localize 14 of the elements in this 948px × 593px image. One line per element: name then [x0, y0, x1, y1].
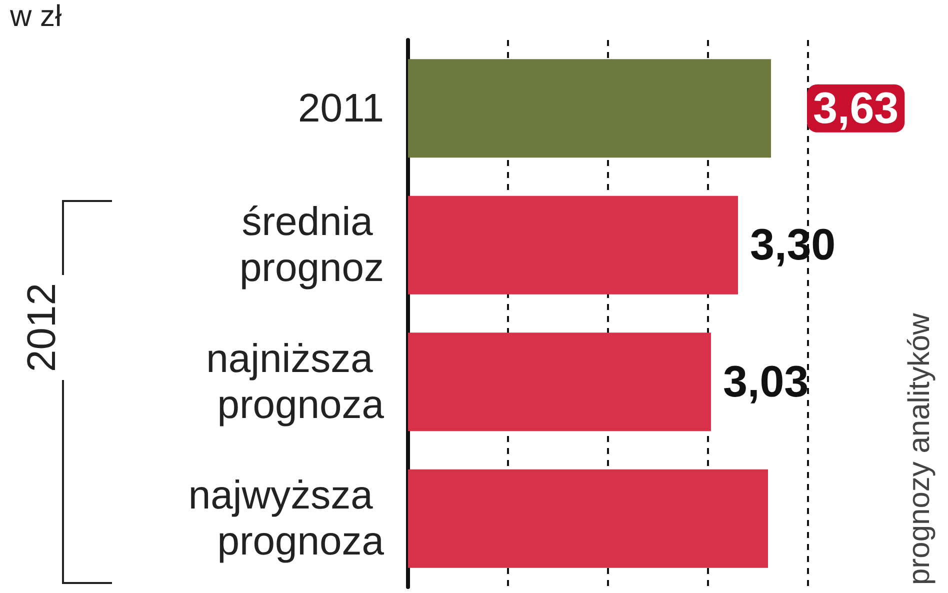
y-tick-label: najniższa prognoza — [206, 336, 385, 427]
y-tick-label: 2011 — [298, 86, 384, 130]
text: prognozy analityków — [903, 313, 937, 585]
y-tick-label: najwyższa prognoza — [188, 474, 385, 564]
bar — [408, 332, 711, 432]
bar — [408, 469, 768, 568]
y-tick-label: średnia prognoz — [239, 200, 384, 290]
data-label: 3,63 — [813, 84, 899, 133]
text: w zł — [10, 0, 62, 34]
bar — [408, 196, 738, 294]
data-label: 3,30 — [750, 220, 836, 270]
data-label: 3,03 — [723, 357, 809, 406]
text: 2012 — [20, 275, 65, 380]
bar — [408, 59, 771, 158]
